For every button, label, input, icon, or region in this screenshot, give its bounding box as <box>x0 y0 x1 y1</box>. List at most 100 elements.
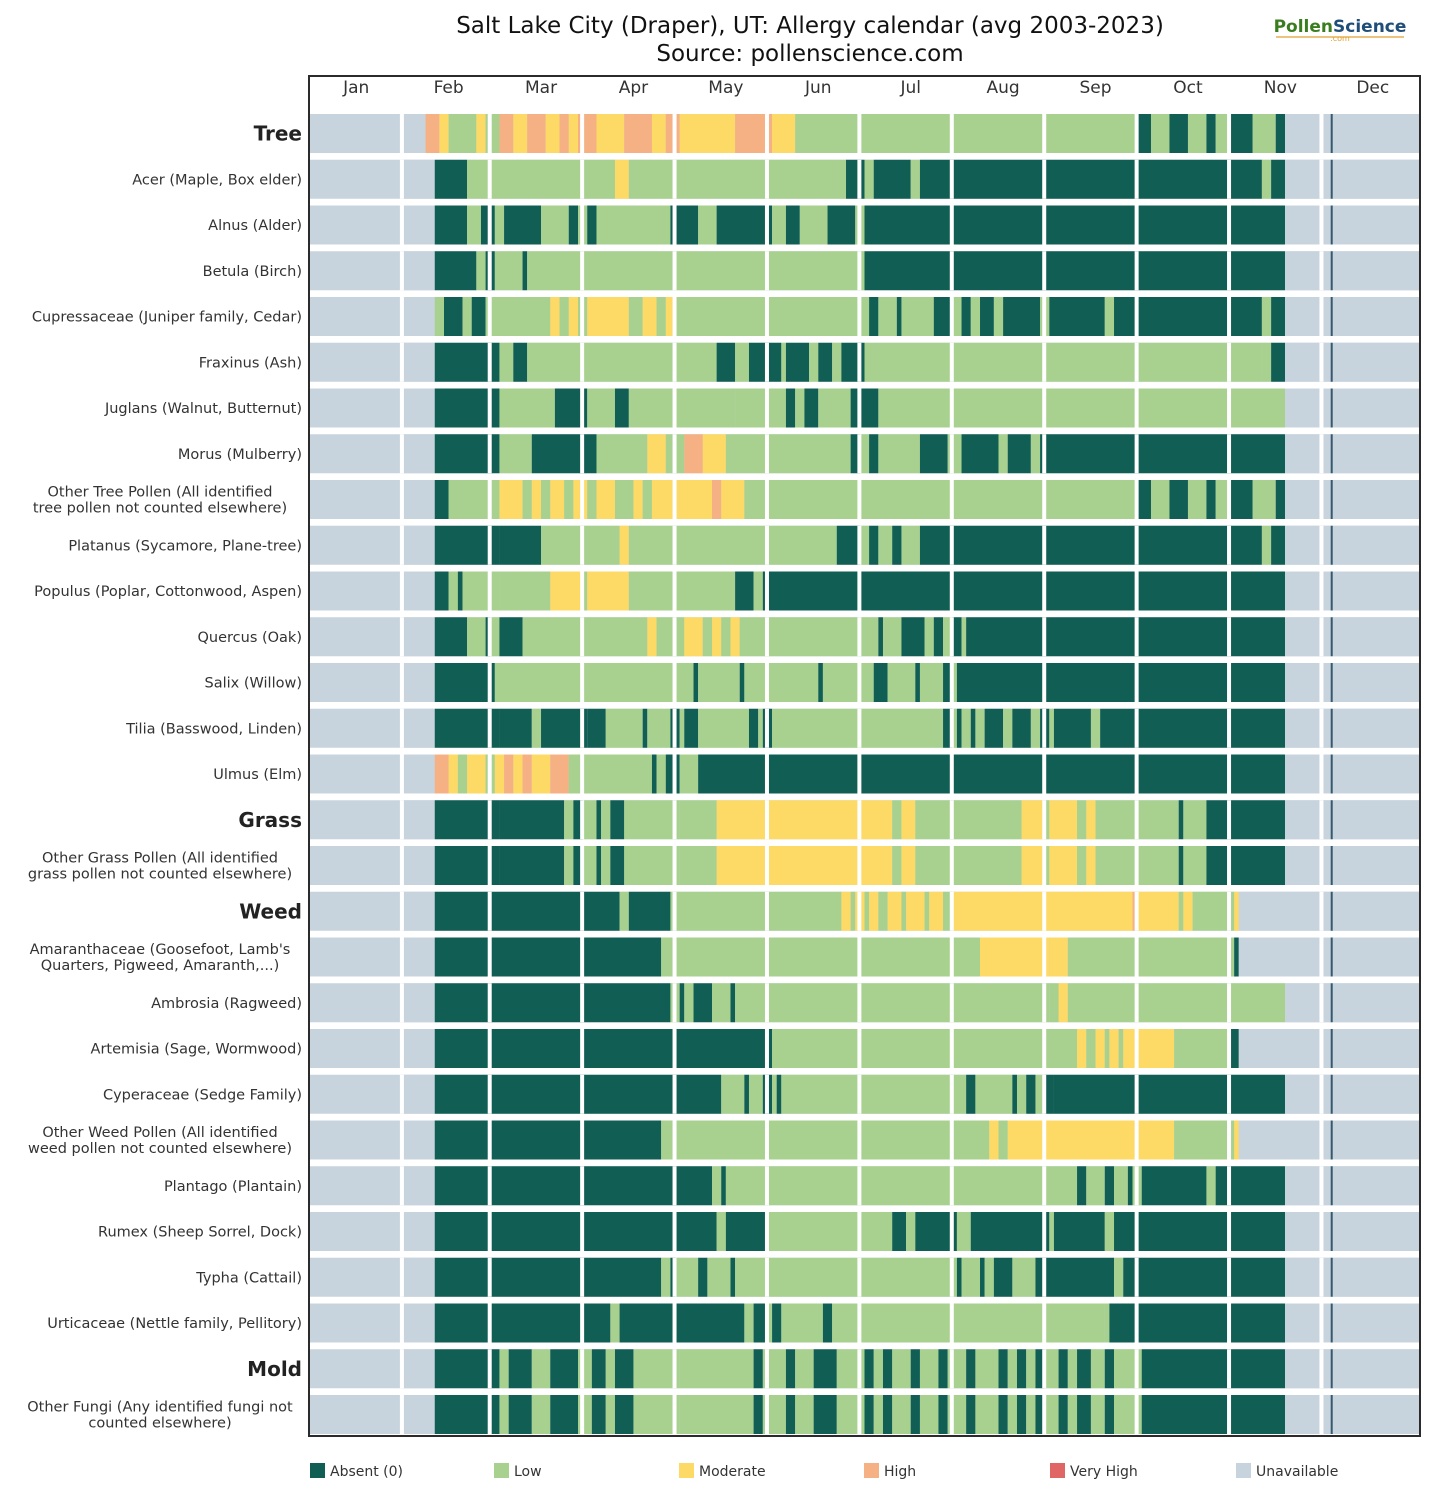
month-separator <box>857 297 862 336</box>
cell-A <box>1206 114 1216 153</box>
row-5 <box>310 342 1419 382</box>
cell-L <box>499 571 551 611</box>
cell-L <box>795 388 805 428</box>
cell-M <box>721 480 745 519</box>
month-label-aug: Aug <box>987 78 1020 98</box>
cell-M <box>596 114 625 153</box>
month-separator <box>487 846 492 885</box>
month-separator <box>857 205 862 245</box>
month-separator <box>1227 159 1232 199</box>
chart-title: Salt Lake City (Draper), UT: Allergy cal… <box>456 13 1164 39</box>
cell-H <box>712 480 722 519</box>
cell-A <box>541 708 588 748</box>
cell-L <box>541 205 569 245</box>
cell-H <box>624 114 652 153</box>
cell-A <box>550 1349 579 1389</box>
cell-A <box>1044 1074 1054 1114</box>
cell-A <box>679 983 685 1023</box>
cell-L <box>434 297 445 336</box>
cell-L <box>952 297 962 336</box>
cell-A <box>619 1303 745 1343</box>
month-separator <box>580 434 585 474</box>
cell-L <box>582 571 588 611</box>
month-separator <box>672 983 677 1023</box>
cell-U <box>1284 983 1419 1023</box>
row-24 <box>310 1212 1419 1251</box>
month-separator <box>1134 846 1139 885</box>
month-separator <box>1134 297 1139 336</box>
month-separator <box>1042 434 1047 474</box>
month-separator <box>1042 800 1047 840</box>
cell-L <box>656 754 666 794</box>
month-separator <box>949 708 954 748</box>
week-divider <box>1330 1166 1333 1206</box>
row-15 <box>310 800 1419 840</box>
row-label: Morus (Mulberry) <box>178 447 302 463</box>
cell-A <box>499 846 565 885</box>
cell-A <box>892 1212 907 1251</box>
row-0 <box>310 114 1419 153</box>
month-separator <box>1319 388 1324 428</box>
cell-A <box>499 525 542 565</box>
cell-L <box>1090 1395 1105 1434</box>
month-separator <box>672 754 677 794</box>
cell-L <box>490 617 500 657</box>
month-separator <box>1042 891 1047 931</box>
month-separator <box>672 251 677 291</box>
cell-A <box>1003 297 1041 336</box>
row-label: Cyperaceae (Sedge Family) <box>103 1087 302 1103</box>
week-divider <box>1330 983 1333 1023</box>
cell-L <box>661 937 981 977</box>
cell-A <box>434 480 449 519</box>
cell-L <box>822 663 874 702</box>
cell-L <box>781 342 786 382</box>
row-label: Acer (Maple, Box elder) <box>132 172 302 188</box>
cell-L <box>462 571 500 611</box>
cell-M <box>684 617 703 657</box>
month-separator <box>672 891 677 931</box>
cell-L <box>744 1303 754 1343</box>
cell-L <box>522 617 648 657</box>
cell-U <box>1284 251 1419 291</box>
month-separator <box>857 434 862 474</box>
cell-L <box>767 1212 893 1251</box>
month-separator <box>399 1212 404 1251</box>
month-separator <box>1319 1074 1324 1114</box>
row-17 <box>310 891 1419 931</box>
month-separator <box>949 571 954 611</box>
cell-L <box>767 1303 773 1343</box>
month-separator <box>487 114 492 153</box>
cell-L <box>1104 1303 1110 1343</box>
cell-U <box>1284 1303 1419 1343</box>
month-separator <box>764 1212 769 1251</box>
cell-L <box>633 1395 680 1434</box>
cell-L <box>605 708 643 748</box>
cell-A <box>864 1349 874 1389</box>
cell-L <box>725 1166 1078 1206</box>
cell-M <box>550 571 583 611</box>
cell-A <box>1077 1349 1091 1389</box>
month-separator <box>1227 1074 1232 1114</box>
cell-A <box>1053 1212 1105 1251</box>
cell-U <box>402 617 435 657</box>
row-27 <box>310 1349 1419 1389</box>
cell-A <box>1271 297 1285 336</box>
cell-A <box>980 1257 985 1297</box>
cell-L <box>892 846 902 885</box>
cell-L <box>661 1120 990 1160</box>
cell-L <box>698 708 749 748</box>
cell-H <box>684 434 703 474</box>
month-separator <box>764 937 769 977</box>
cell-M <box>531 754 551 794</box>
month-separator <box>1227 297 1232 336</box>
cell-A <box>716 342 736 382</box>
cell-L <box>1077 846 1087 885</box>
cell-M <box>633 480 643 519</box>
month-label-mar: Mar <box>525 78 557 98</box>
month-separator <box>764 388 769 428</box>
month-separator <box>1134 114 1139 153</box>
cell-A <box>725 1212 768 1251</box>
cell-H <box>550 754 569 794</box>
cell-L <box>1030 434 1041 474</box>
cell-L <box>1261 159 1272 199</box>
